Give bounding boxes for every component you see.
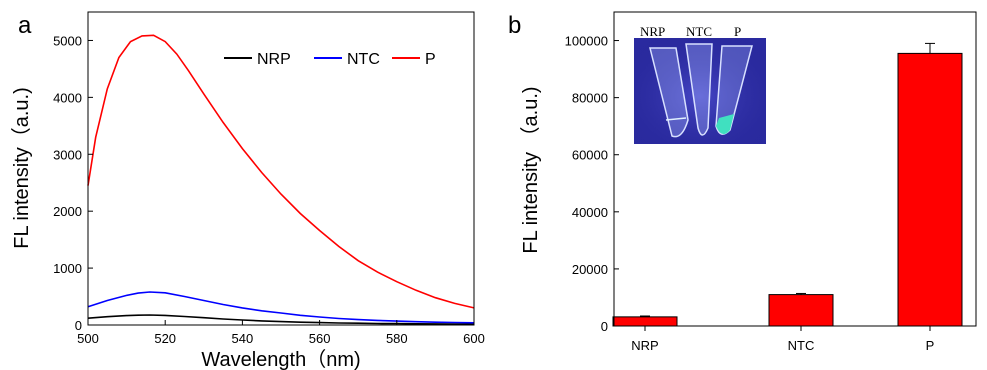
b-x-tick-label: P [926,338,935,353]
tube-p-fluorescence [716,114,734,135]
panel-b-bar-chart: b NRP NTC P 0 20000 40000 60000 80000 100000 FL… [508,11,977,353]
panel-b-bars [612,42,963,327]
b-y-tick-label: 100000 [565,34,608,49]
panel-a-line-chart: a 500 520 540 560 580 600 0 1000 2000 3000 4000 50… [10,11,485,370]
a-y-tick-label: 1000 [53,261,82,276]
a-x-tick-label: 540 [232,331,254,346]
panel-b-label: b [508,12,521,39]
a-x-tick-label: 560 [309,331,331,346]
b-y-tick-label: 0 [601,319,608,334]
bar-p [897,52,963,327]
b-x-tick-label: NRP [631,338,658,353]
a-y-tick-label: 4000 [53,90,82,105]
a-x-tick-label: 520 [154,331,176,346]
legend-label-p: P [425,51,436,68]
b-x-tick-label: NTC [788,338,815,353]
b-y-tick-label: 20000 [572,262,608,277]
a-y-tick-label: 0 [75,318,82,333]
tube-p [715,45,753,135]
panel-a-y-ticks: 0 1000 2000 3000 4000 5000 [53,33,93,333]
inset-label-ntc: NTC [686,24,712,39]
legend-label-ntc: NTC [347,51,380,68]
a-y-tick-label: 2000 [53,204,82,219]
inset-label-nrp: NRP [640,24,665,39]
panel-a-x-axis-label: Wavelength（nm) [201,348,360,370]
panel-b-y-axis-label: FL intensity （a.u.) [519,86,542,253]
panel-a-label: a [18,12,32,39]
a-x-tick-label: 500 [77,331,99,346]
legend-label-nrp: NRP [257,51,291,68]
tube-ntc [685,43,713,136]
panel-a-frame [87,11,475,326]
series-line-nrp [87,314,475,325]
b-y-tick-label: 40000 [572,205,608,220]
a-x-tick-label: 580 [386,331,408,346]
b-y-tick-label: 60000 [572,148,608,163]
panel-a-x-ticks: 500 520 540 560 580 600 [77,320,485,346]
inset-tube-photo: NRP NTC P [634,24,766,144]
a-x-tick-label: 600 [463,331,485,346]
panel-b-frame [613,11,977,327]
panel-b-y-ticks: 0 20000 40000 60000 80000 100000 [565,34,619,334]
b-y-tick-label: 80000 [572,91,608,106]
a-y-tick-label: 3000 [53,147,82,162]
a-y-tick-label: 5000 [53,33,82,48]
series-line-ntc [87,291,475,324]
panel-a-y-axis-label: FL intensity（a.u.) [10,87,33,249]
inset-glow [634,38,766,144]
tube-nrp [649,47,689,138]
panel-b-x-ticks: NRP NTC P [631,326,934,353]
panel-a-legend: NRP NTC P [224,51,436,68]
panel-a-plot-area [87,34,475,325]
bar-nrp [612,316,678,327]
bar-ntc [768,294,834,327]
series-line-p [87,34,475,309]
inset-label-p: P [734,24,741,39]
